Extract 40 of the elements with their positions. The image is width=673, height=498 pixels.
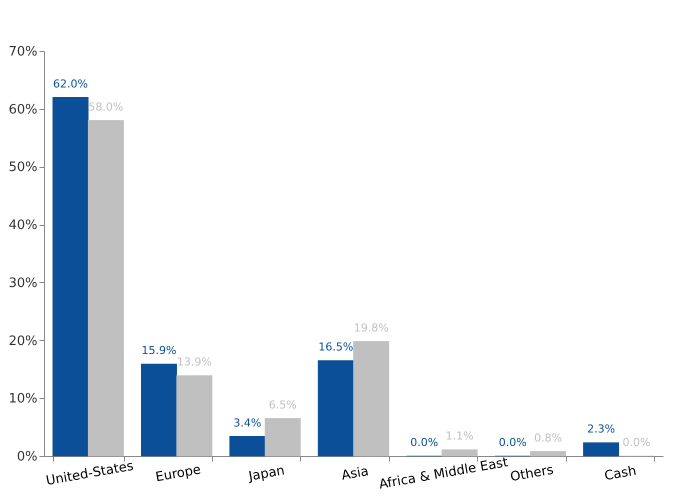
y-tick-label: 70% (8, 44, 38, 60)
bar (176, 375, 212, 456)
data-label: 58.0% (88, 100, 124, 114)
x-tick-label: United-States (44, 458, 135, 489)
x-tick-label: Asia (340, 464, 370, 484)
data-label: 1.1% (446, 430, 474, 443)
y-tick-label: 30% (8, 276, 38, 291)
bar (264, 418, 301, 456)
x-tick-label: Europe (154, 462, 202, 486)
bar (229, 436, 266, 456)
bar (52, 96, 89, 456)
data-label: 0.8% (534, 431, 562, 444)
data-label: 13.9% (176, 356, 212, 369)
bar (353, 341, 390, 456)
data-label: 0.0% (622, 436, 650, 449)
bar (318, 360, 354, 456)
bar (583, 442, 620, 456)
x-tick-label: Japan (246, 463, 286, 485)
data-label: 2.3% (587, 422, 616, 436)
data-label: 16.5% (318, 340, 354, 354)
data-label: 15.9% (141, 344, 176, 358)
y-tick-label: 40% (8, 218, 38, 234)
y-tick-label: 60% (8, 102, 38, 118)
bar (140, 364, 177, 456)
data-label: 0.0% (410, 436, 438, 449)
y-tick-label: 10% (8, 392, 38, 407)
data-label: 19.8% (354, 321, 389, 334)
data-label: 0.0% (498, 436, 527, 449)
data-label: 62.0% (53, 77, 88, 90)
bar (530, 451, 566, 456)
bar (442, 449, 478, 456)
x-tick-label: Others (509, 462, 556, 486)
y-tick-label: 50% (8, 160, 38, 176)
bar (88, 120, 124, 456)
data-label: 3.4% (233, 416, 262, 430)
y-tick-label: 0% (16, 450, 38, 464)
y-tick-label: 20% (8, 334, 38, 349)
x-tick-label: Africa & Middle East (378, 455, 510, 493)
data-label: 6.5% (268, 398, 297, 412)
x-tick-label: Cash (603, 464, 638, 484)
